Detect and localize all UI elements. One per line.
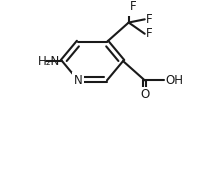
Text: F: F [129,0,136,13]
Text: OH: OH [166,74,184,87]
Text: H₂N: H₂N [38,54,60,68]
Text: F: F [146,13,152,26]
Text: O: O [140,88,149,101]
Text: N: N [74,74,82,87]
Text: F: F [146,27,152,40]
